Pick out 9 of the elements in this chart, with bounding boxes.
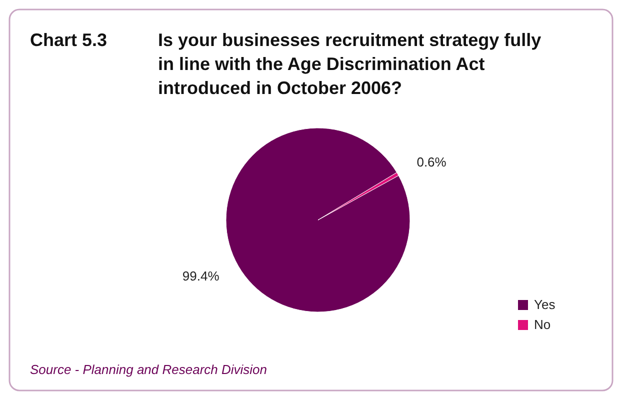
chart-title: Chart 5.3 [30,30,108,50]
pie-slice [226,128,410,312]
data-label: 99.4% [182,268,220,284]
pie-slice [318,172,399,220]
chart-subtitle: Is your businesses recruitment strategy fully in line with the Age Discrimination Act introduced in October 2006? [158,30,542,98]
source-note: Source - Planning and Research Division [30,362,268,377]
legend-label: Yes [534,297,556,312]
data-label: 0.6% [416,154,447,170]
legend-label: No [534,317,551,332]
